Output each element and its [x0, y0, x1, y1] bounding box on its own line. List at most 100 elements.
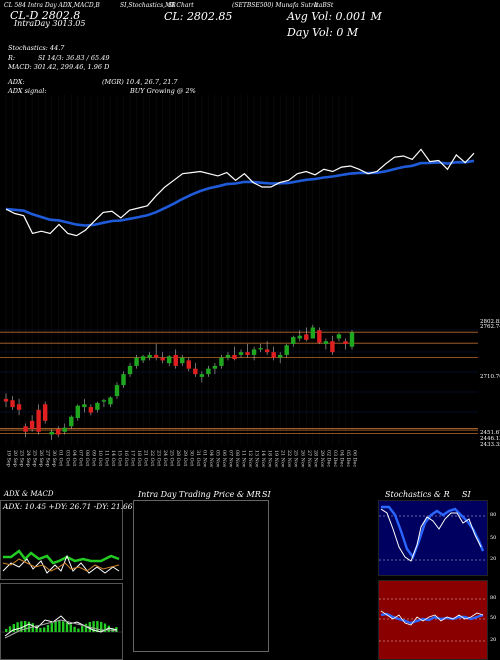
macd-histogram-bar — [84, 623, 88, 632]
candle-body — [23, 426, 28, 432]
stoch-level-50: 50 — [490, 535, 497, 541]
date-label: 06 Dec — [352, 450, 358, 467]
price-level-label: 2451.67 — [480, 430, 500, 436]
macd-histogram-bar — [5, 629, 8, 632]
date-label: 04 Dec — [338, 450, 344, 467]
candle-body — [88, 407, 94, 413]
date-label: 25 Nov — [293, 450, 299, 468]
date-label: 14 Nov — [260, 450, 266, 468]
candle-body — [284, 345, 289, 355]
candle-body — [277, 354, 283, 358]
date-label: 05 Nov — [214, 450, 220, 468]
macd-histogram-bar — [92, 621, 95, 632]
candle-body — [127, 365, 133, 375]
candle-body — [304, 334, 309, 340]
buy-growing-signal: BUY Growing @ 2% — [130, 87, 196, 95]
candle-body — [349, 332, 355, 347]
date-label: 26 Nov — [299, 450, 305, 468]
date-label: 19 Nov — [273, 450, 279, 468]
macd-histogram-bar — [65, 622, 69, 632]
date-label: 08 Nov — [234, 450, 240, 468]
macd-histogram-bar — [81, 626, 84, 632]
date-label: 23 Oct — [156, 450, 162, 466]
date-label: 09 Oct — [90, 450, 96, 466]
price-level-label: 2710.76 — [480, 374, 500, 380]
candle-body — [225, 354, 231, 358]
candle-body — [245, 352, 250, 355]
macd-histogram-bar — [73, 626, 76, 632]
macd-histogram-bar — [8, 626, 12, 632]
macd-histogram-bar — [62, 621, 65, 632]
header-day-vol: Day Vol: 0 M — [287, 26, 359, 39]
main-price-chart: 2802.852762.74 2710.76 2451.672446.132433.… — [0, 95, 500, 468]
candle-body — [62, 427, 67, 432]
adx-readout: ADX: 10.45 +DY: 26.71 -DY: 21.66 — [3, 502, 133, 511]
date-label: 30 Sep — [51, 450, 57, 467]
date-label: 25 Sep — [32, 450, 38, 467]
candle-body — [343, 341, 348, 344]
candle-body — [82, 404, 87, 408]
adx-values: (MGR) 10.4, 26.7, 21.7 — [102, 78, 178, 86]
date-label: 31 Oct — [195, 450, 201, 466]
candle-body — [147, 354, 152, 358]
candle-body — [10, 400, 15, 408]
date-label: 27 Nov — [306, 450, 312, 468]
date-label: 03 Oct — [64, 450, 70, 466]
macd-histogram-bar — [24, 621, 27, 632]
candle-body — [238, 352, 244, 355]
date-label: 21 Oct — [143, 450, 149, 466]
macd-histogram-bar — [54, 621, 57, 632]
intraday-panel — [133, 500, 269, 652]
si-lines — [379, 598, 487, 642]
candle-body — [219, 357, 224, 366]
candle-body — [264, 349, 270, 353]
date-label: 19 Sep — [6, 450, 12, 467]
candle-body — [336, 334, 342, 339]
date-label: 18 Oct — [136, 450, 142, 466]
header-intraday: IntraDay 3013.05 — [14, 19, 86, 28]
adx-macd-title: ADX & MACD — [4, 490, 54, 498]
stochastics-si-label: SI — [462, 490, 471, 499]
adx-panel: ADX: 10.45 +DY: 26.71 -DY: 21.66 — [0, 500, 133, 580]
candle-body — [206, 368, 211, 375]
date-label: 02 Dec — [325, 450, 331, 467]
macd-histogram-bar — [35, 625, 38, 632]
date-label: 01 Nov — [201, 450, 207, 468]
macd-histogram-bar — [46, 624, 50, 632]
macd-readout: MACD: 301.42, 299.46, 1.96 D — [8, 63, 110, 71]
stochastics-readout: Stochastics: 44.7 — [8, 44, 65, 52]
date-label: 25 Oct — [169, 450, 175, 466]
date-label: 08 Oct — [84, 450, 90, 466]
price-line — [5, 148, 475, 237]
price-level-label: 2433.35 — [480, 442, 500, 448]
macd-histogram-bar — [77, 628, 80, 632]
si-panel — [378, 580, 488, 660]
macd-histogram-bar — [31, 623, 34, 632]
header-cl-d: CL-D 2802.8 — [10, 9, 81, 22]
header-symbol: (SETBSE500) Munafa Sutra — [232, 2, 318, 9]
si-level-80: 80 — [490, 595, 497, 601]
price-level-label: 2802.85 — [480, 319, 500, 325]
candle-body — [323, 341, 329, 344]
si-level-20: 20 — [490, 637, 497, 643]
candle-body — [36, 409, 41, 432]
macd-panel — [0, 583, 123, 660]
candle-body — [160, 357, 165, 361]
date-label: 23 Sep — [19, 450, 25, 467]
header-small-mid: SI,Stochastics,MR — [120, 2, 176, 9]
header-small-mid2: SI Chart — [168, 2, 194, 9]
date-label: 14 Oct — [110, 450, 116, 466]
macd-histogram-bar — [100, 621, 103, 632]
date-label: 11 Nov — [241, 450, 247, 468]
candle-body — [153, 354, 159, 358]
adx-signal-label: ADX signal: — [8, 87, 47, 95]
candle-body — [186, 360, 191, 369]
header-small-right: ItaBSt — [314, 2, 334, 9]
date-label: 13 Nov — [254, 450, 260, 468]
candle-body — [3, 398, 9, 402]
candle-body — [258, 348, 263, 350]
candle-body — [75, 405, 81, 419]
stoch-level-20: 20 — [490, 556, 497, 562]
date-label: 30 Oct — [188, 450, 194, 466]
stochastics-title: Stochastics & R — [385, 490, 450, 499]
